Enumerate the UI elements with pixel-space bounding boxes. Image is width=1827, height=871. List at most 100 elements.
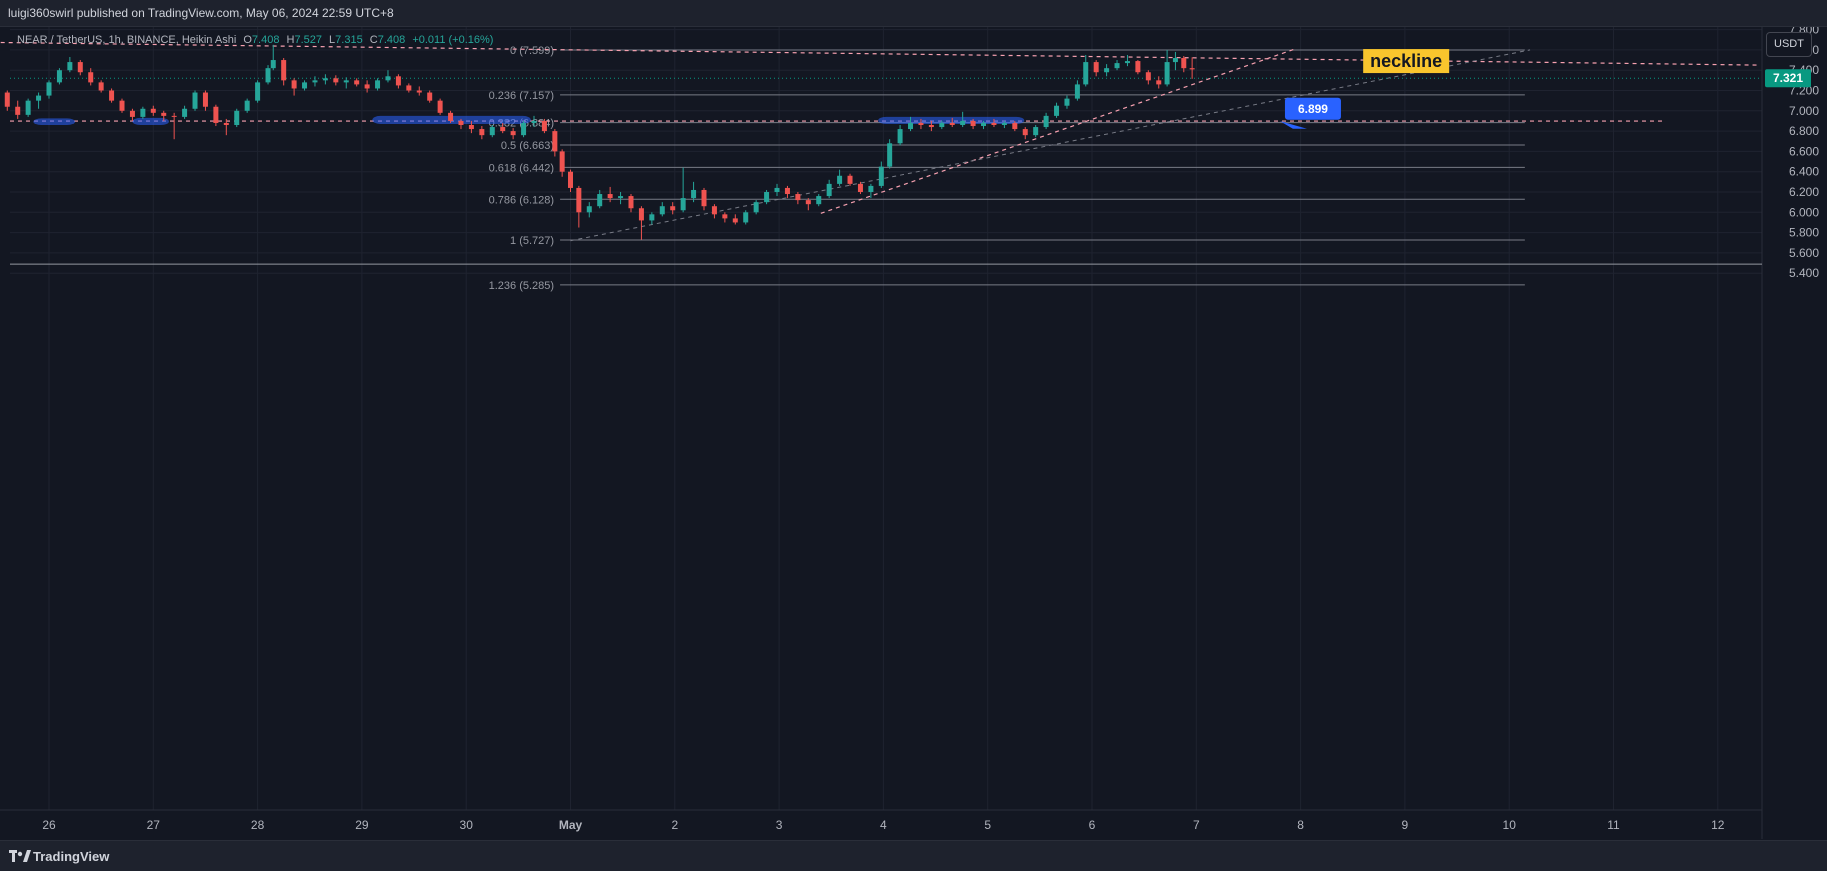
- candle-down: [500, 127, 506, 132]
- drawing-lines: [0, 41, 1762, 265]
- candle-down: [468, 125, 474, 130]
- candle-down: [568, 171, 573, 188]
- candle-up: [691, 189, 697, 199]
- time-tick-label: 27: [147, 818, 161, 832]
- candle-down: [281, 60, 287, 81]
- fib-level-label: 0.5 (6.663): [501, 140, 554, 152]
- candle-up: [1064, 98, 1070, 106]
- callout-pointer: [1279, 121, 1307, 129]
- candle-down: [928, 125, 934, 128]
- price-axis: 8.0007.8007.6007.4007.2007.0006.8006.600…: [1765, 27, 1819, 280]
- candle-up: [680, 198, 686, 211]
- publisher-bar: luigi360swirl published on TradingView.c…: [0, 0, 1827, 27]
- open-label: O: [243, 34, 252, 46]
- price-tick-label: 5.400: [1789, 266, 1819, 280]
- price-tick-label: 7.800: [1789, 27, 1819, 37]
- fib-level-label: 0.236 (7.157): [489, 90, 554, 102]
- candle-up: [343, 80, 349, 83]
- time-tick-label: 5: [984, 818, 991, 832]
- candle-down: [576, 187, 582, 213]
- candle-down: [171, 115, 177, 117]
- fib-level-label: 0.786 (6.128): [489, 194, 554, 206]
- time-tick-label: 12: [1711, 818, 1725, 832]
- candle-up: [597, 194, 603, 207]
- price-tick-label: 6.600: [1789, 144, 1819, 158]
- candle-up: [385, 76, 391, 81]
- candle-up: [816, 196, 822, 205]
- candle-down: [949, 122, 955, 126]
- time-tick-label: 8: [1297, 818, 1304, 832]
- symbol-info: NEAR / TetherUS, 1h, BINANCE, Heikin Ash…: [17, 34, 237, 46]
- candle-down: [223, 122, 229, 126]
- candle-up: [265, 68, 271, 83]
- price-tick-label: 6.000: [1789, 205, 1819, 219]
- candle-up: [255, 82, 261, 101]
- candle-down: [1181, 58, 1187, 69]
- candle-down: [427, 92, 433, 101]
- candle-down: [109, 90, 115, 101]
- price-tick-label: 5.600: [1789, 246, 1819, 260]
- time-tick-label: 9: [1402, 818, 1409, 832]
- candle-up: [1083, 62, 1089, 85]
- price-chart[interactable]: 0 (7.599)0.236 (7.157)0.382 (6.884)0.5 (…: [0, 27, 1827, 839]
- close-label: C: [369, 34, 378, 46]
- change-value: +0.011 (+0.16%): [412, 34, 494, 46]
- candle-up: [25, 100, 31, 115]
- candle-down: [202, 92, 208, 107]
- candle-up: [659, 206, 665, 215]
- time-tick-label: 10: [1503, 818, 1517, 832]
- candle-down: [1135, 61, 1141, 73]
- time-tick-label: 30: [460, 818, 474, 832]
- candle-down: [701, 189, 707, 207]
- candle-up: [1001, 122, 1007, 126]
- candle-down: [479, 129, 485, 136]
- support-highlight: [132, 117, 169, 126]
- candle-down: [711, 206, 717, 215]
- support-highlight: [33, 118, 76, 126]
- candle-up: [244, 100, 250, 111]
- current-price-tag: [1765, 69, 1811, 88]
- low-label: L: [329, 34, 336, 46]
- candle-up: [1124, 61, 1130, 64]
- candle-up: [649, 214, 655, 221]
- candle-up: [322, 78, 328, 81]
- candle-up: [182, 108, 188, 117]
- candle-up: [887, 143, 893, 167]
- time-tick-label: 2: [671, 818, 678, 832]
- candle-down: [15, 106, 21, 115]
- candle-down: [795, 194, 801, 201]
- candle-up: [1043, 115, 1049, 128]
- currency-unit-button[interactable]: USDT: [1766, 32, 1812, 57]
- candle-up: [67, 62, 73, 71]
- candle-up: [36, 95, 42, 101]
- candle-up: [521, 122, 527, 136]
- time-tick-label: May: [559, 818, 583, 832]
- candle-up: [192, 92, 198, 109]
- candle-up: [46, 82, 52, 96]
- candle-down: [291, 80, 297, 89]
- candle-down: [784, 187, 790, 195]
- candle-down: [4, 92, 10, 107]
- candle-up: [1164, 62, 1170, 85]
- candle-up: [939, 122, 945, 128]
- candle-down: [607, 194, 613, 199]
- candle-down: [416, 90, 422, 93]
- candle-up: [774, 187, 780, 192]
- tradingview-brand: TradingView: [33, 849, 110, 864]
- candle-up: [743, 212, 749, 223]
- time-tick-label: 4: [880, 818, 887, 832]
- time-tick-label: 6: [1089, 818, 1096, 832]
- candle-down: [638, 208, 644, 221]
- candle-down: [670, 206, 676, 211]
- close-value: 7.408: [377, 34, 406, 46]
- price-tick-label: 6.200: [1789, 185, 1819, 199]
- low-value: 7.315: [335, 34, 363, 46]
- price-tick-label: 6.800: [1789, 124, 1819, 138]
- fib-level-label: 1.236 (5.285): [489, 280, 554, 292]
- candle-up: [618, 196, 624, 199]
- candle-up: [837, 175, 843, 184]
- time-tick-label: 7: [1193, 818, 1200, 832]
- current-price-label: 7.321: [1773, 71, 1803, 85]
- candle-down: [333, 78, 339, 83]
- symbol-legend: NEAR / TetherUS, 1h, BINANCE, Heikin Ash…: [17, 34, 493, 46]
